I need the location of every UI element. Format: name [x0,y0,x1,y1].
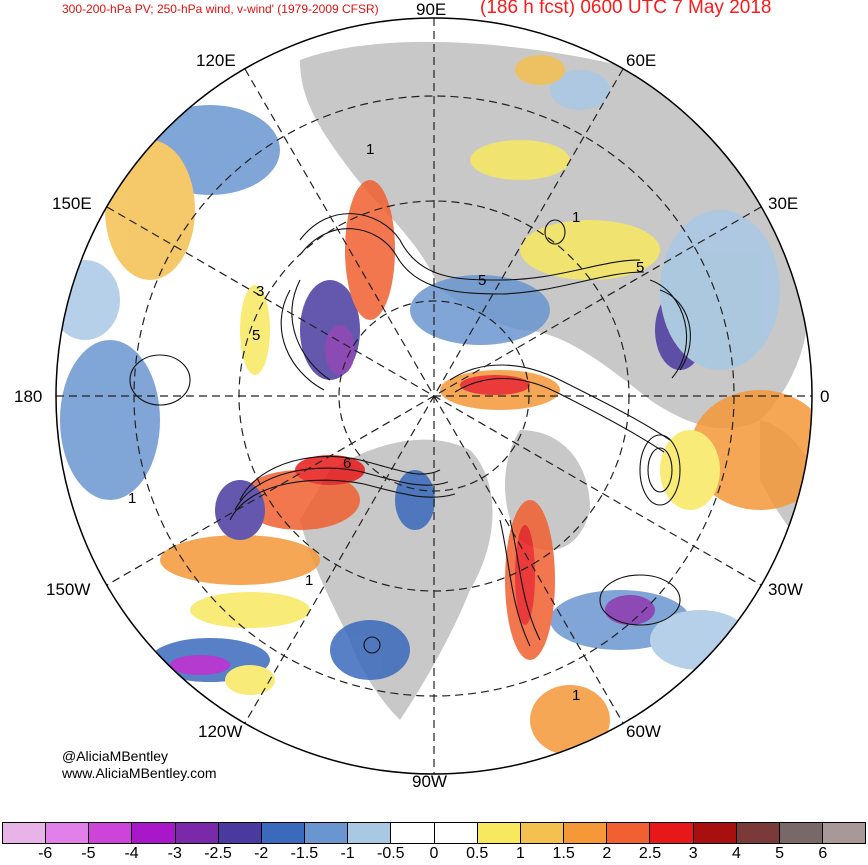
colorbar-tick-label: -2 [254,845,269,862]
colorbar-cell [132,823,176,843]
colorbar-tick-label: 2.5 [638,845,662,862]
colorbar-cell [650,823,694,843]
colorbar-tick-label: 2 [602,845,612,862]
lon-label-150w: 150W [46,580,91,599]
lon-label-180: 180 [14,387,43,406]
colorbar-tick-label: 1.5 [552,845,575,862]
colorbar-ticks: -6 -5 -4 -3 -2.5 -2 -1.5 -1 -0.5 0 0.5 1 1.5 2 2.5 3 4 5 6 [0,845,868,865]
map-fields [56,18,812,774]
colorbar-cell [779,823,823,843]
contour-label: 1 [128,490,136,507]
colorbar [2,822,867,844]
colorbar-cell [693,823,737,843]
polar-map: 1 1 3 5 5 6 1 1 5 1 [55,17,813,775]
colorbar-cell [89,823,133,843]
colorbar-tick-label: 0.5 [466,845,489,862]
colorbar-tick-label: -6 [38,845,53,862]
lon-label-150e: 150E [52,194,92,213]
graticule [56,18,812,774]
map-title-forecast-time: (186 h fcst) 0600 UTC 7 May 2018 [480,0,772,18]
colorbar-cell [736,823,780,843]
colorbar-cell [175,823,219,843]
colorbar-tick-label: 4 [731,845,741,862]
colorbar-tick-label: -5 [81,845,96,862]
colorbar-tick-label: 0 [429,845,439,862]
colorbar-cell [348,823,392,843]
contour-label: 5 [252,327,260,344]
colorbar-cell [564,823,608,843]
colorbar-tick-label: 3 [688,845,698,862]
lon-label-90e: 90E [416,0,447,19]
colorbar-cell [261,823,306,843]
colorbar-tick-label: -2.5 [204,845,232,862]
contour-label: 1 [572,687,580,704]
lon-label-90w: 90W [412,772,447,791]
pv-contours [129,213,691,654]
colorbar-tick-label: 5 [775,845,785,862]
colorbar-cell [477,823,521,843]
colorbar-cell [391,823,435,843]
lon-label-120w: 120W [198,722,243,741]
contour-label: 1 [366,141,374,158]
pv-shading [56,55,812,755]
colorbar-tick-label: 1 [515,845,525,862]
contour-label: 1 [572,209,580,226]
colorbar-cell [434,823,478,843]
colorbar-cell [218,823,262,843]
lon-label-60e: 60E [626,51,657,70]
credit-website[interactable]: www.AliciaMBentley.com [62,765,217,781]
colorbar-tick-label: -4 [124,845,139,862]
contour-label: 5 [636,259,644,276]
colorbar-tick-label: -0.5 [377,845,405,862]
map-title-variables: 300-200-hPa PV; 250-hPa wind, v-wind' (1… [62,2,379,16]
colorbar-tick-label: -3 [167,845,182,862]
contour-label: 1 [305,572,313,589]
colorbar-cell [822,823,867,843]
map-boundary [55,17,813,775]
lon-label-60w: 60W [626,722,661,741]
colorbar-tick-label: 6 [818,845,828,862]
colorbar-tick-label: -1 [340,845,355,862]
contour-label: 3 [256,283,264,300]
colorbar-cell [46,823,90,843]
lon-label-0: 0 [820,387,830,406]
lon-label-30e: 30E [768,194,799,213]
colorbar-cell [520,823,565,843]
colorbar-tick-label: -1.5 [290,845,319,862]
credit-handle: @AliciaMBentley [62,748,169,764]
contour-labels: 1 1 3 5 5 6 1 1 5 1 [128,141,644,704]
colorbar-cell [305,823,349,843]
colorbar-cell [2,823,47,843]
contour-label: 5 [478,272,486,289]
lon-label-120e: 120E [196,51,236,70]
colorbar-cell [607,823,651,843]
contour-label: 6 [343,455,351,472]
lon-label-30w: 30W [768,580,803,599]
